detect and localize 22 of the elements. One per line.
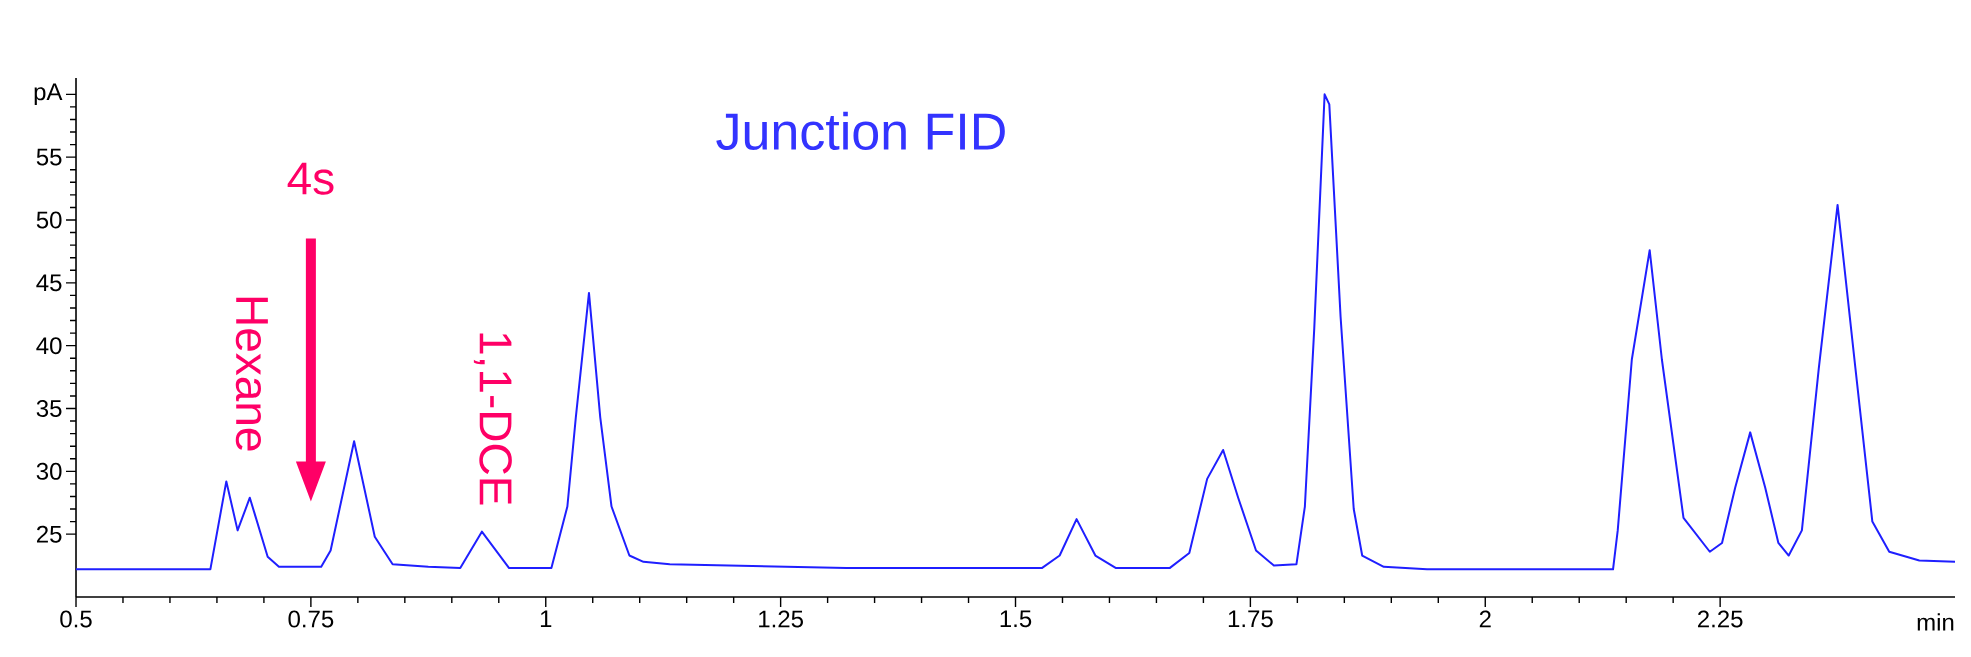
x-tick-label: 0.75 bbox=[288, 610, 334, 628]
x-tick-label: 2 bbox=[1479, 610, 1491, 628]
y-tick-label: 30 bbox=[36, 462, 62, 480]
annotation: Hexane bbox=[235, 297, 268, 451]
x-tick-label: 1.75 bbox=[1228, 610, 1273, 628]
text: Junction FID bbox=[716, 111, 1005, 151]
y-tick-label: 40 bbox=[36, 337, 62, 355]
y-tick-label: 50 bbox=[36, 211, 62, 229]
y-tick-label: 25 bbox=[36, 525, 62, 543]
annotation: 4s bbox=[287, 162, 334, 195]
annotation: 1,1-DCE bbox=[473, 333, 512, 505]
x-tick-label: 1.5 bbox=[1000, 610, 1032, 628]
line-series bbox=[75, 93, 1957, 571]
x-tick-label: 1 bbox=[540, 610, 552, 628]
y-tick-label: 45 bbox=[36, 274, 62, 292]
y-tick-label: pA bbox=[34, 83, 63, 106]
x-tick-label: 2.25 bbox=[1697, 610, 1743, 628]
y-tick-label: 55 bbox=[36, 148, 62, 166]
x-tick-label: 1.25 bbox=[759, 610, 803, 628]
x-tick-label: 0.5 bbox=[60, 610, 92, 628]
x-axis-title: min bbox=[1917, 613, 1954, 631]
y-tick-label: 35 bbox=[36, 400, 62, 417]
